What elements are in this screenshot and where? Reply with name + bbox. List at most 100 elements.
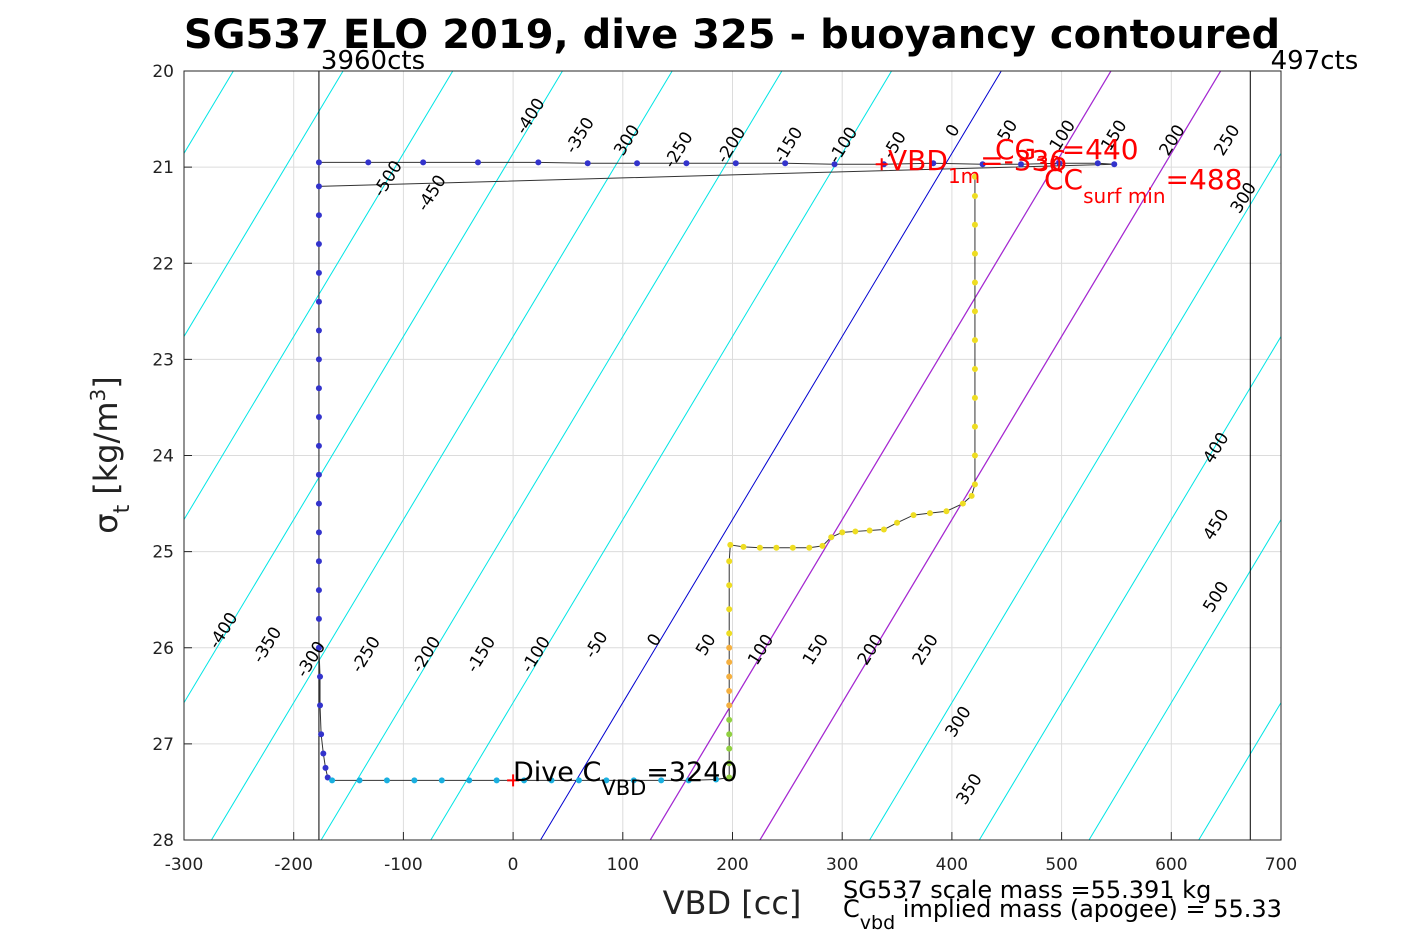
data-point bbox=[315, 587, 322, 594]
data-point bbox=[315, 183, 322, 190]
x-tick-label: 700 bbox=[1265, 855, 1297, 875]
y-axis-label-unit: [kg/m bbox=[87, 402, 125, 495]
x-tick-label: 100 bbox=[607, 855, 639, 875]
x-tick-label: 400 bbox=[936, 855, 968, 875]
contour-label: -300 bbox=[293, 638, 330, 681]
x-tick-label: -100 bbox=[384, 855, 423, 875]
data-point bbox=[979, 161, 986, 168]
buoyancy-contour-line bbox=[430, 71, 892, 840]
contour-label: 200 bbox=[854, 631, 888, 669]
data-point bbox=[315, 471, 322, 478]
y-tick-label: 20 bbox=[152, 62, 174, 82]
implied-mass-footnote: Cvbd implied mass (apogee) = 55.33 bbox=[843, 895, 1282, 934]
data-point bbox=[575, 777, 582, 784]
y-tick-label: 24 bbox=[152, 447, 174, 467]
data-point bbox=[971, 394, 978, 401]
data-point bbox=[315, 529, 322, 536]
data-point bbox=[315, 414, 322, 421]
contour-label: 300 bbox=[942, 703, 976, 741]
data-point bbox=[726, 745, 733, 752]
data-point bbox=[959, 500, 966, 507]
y-tick-label: 23 bbox=[152, 350, 174, 370]
x-tick-label: 600 bbox=[1155, 855, 1187, 875]
data-point bbox=[971, 423, 978, 430]
vbd1m-value: =-336 bbox=[980, 144, 1067, 177]
data-point bbox=[726, 582, 733, 589]
buoyancy-contour-line bbox=[320, 71, 783, 840]
data-point bbox=[315, 615, 322, 622]
data-point bbox=[365, 159, 372, 166]
data-point bbox=[930, 160, 937, 167]
data-point bbox=[315, 442, 322, 449]
data-point bbox=[971, 279, 978, 286]
contour-label: -250 bbox=[348, 633, 385, 676]
contour-label: -150 bbox=[770, 124, 807, 167]
cg-contour-line bbox=[759, 71, 1222, 840]
data-point bbox=[584, 160, 591, 167]
data-point bbox=[315, 269, 322, 276]
x-tick-label: 0 bbox=[508, 855, 519, 875]
data-point bbox=[726, 716, 733, 723]
data-point bbox=[756, 544, 763, 551]
data-point bbox=[315, 644, 322, 651]
data-point bbox=[726, 558, 733, 565]
data-point bbox=[713, 776, 720, 783]
data-point bbox=[968, 492, 975, 499]
y-axis-label: σt [kg/m3] bbox=[86, 376, 135, 533]
contour-label: 350 bbox=[953, 770, 987, 808]
contour-label: 100 bbox=[744, 631, 778, 669]
contour-label: 450 bbox=[1199, 506, 1233, 544]
buoyancy-contours bbox=[0, 71, 1281, 840]
data-point bbox=[726, 659, 733, 666]
cc-surf-min-annotation: CCsurf min=488 bbox=[1044, 163, 1242, 208]
data-point bbox=[317, 702, 324, 709]
contour-label: -100 bbox=[518, 633, 555, 676]
data-point bbox=[971, 365, 978, 372]
data-point bbox=[880, 526, 887, 533]
data-point bbox=[383, 777, 390, 784]
y-tick-label: 22 bbox=[152, 254, 174, 274]
vbd1m-sub: 1m bbox=[948, 164, 980, 188]
contour-label: 200 bbox=[1155, 121, 1189, 159]
data-point bbox=[789, 544, 796, 551]
data-point bbox=[971, 192, 978, 199]
data-point bbox=[943, 508, 950, 515]
y-axis-label-symbol: σ bbox=[87, 513, 125, 533]
data-point bbox=[726, 688, 733, 695]
data-point bbox=[852, 528, 859, 535]
cc-surf-main: CC bbox=[1044, 163, 1083, 196]
data-point bbox=[831, 161, 838, 168]
buoyancy-contour-line bbox=[0, 71, 14, 840]
data-point bbox=[806, 544, 813, 551]
x-tick-label: 300 bbox=[826, 855, 858, 875]
data-point bbox=[726, 760, 733, 767]
data-point bbox=[726, 731, 733, 738]
data-point bbox=[658, 777, 665, 784]
chart-title: SG537 ELO 2019, dive 325 - buoyancy cont… bbox=[184, 12, 1280, 58]
data-point bbox=[315, 356, 322, 363]
implied-mass-main: C bbox=[843, 895, 860, 923]
data-point bbox=[493, 777, 500, 784]
data-point bbox=[317, 673, 324, 680]
data-point bbox=[315, 212, 322, 219]
data-point bbox=[521, 777, 528, 784]
contour-label: -50 bbox=[581, 628, 613, 662]
x-tick-label: -300 bbox=[165, 855, 204, 875]
data-point bbox=[634, 160, 641, 167]
cg30-annotation: CG30=440 bbox=[995, 133, 1139, 176]
y-tick-label: 25 bbox=[152, 543, 174, 563]
cg30-sub: 30 bbox=[1036, 152, 1061, 176]
data-point bbox=[839, 529, 846, 536]
contour-label: -250 bbox=[660, 128, 697, 171]
data-point bbox=[1094, 160, 1101, 167]
data-point bbox=[322, 764, 329, 771]
cc-surf-sub: surf min bbox=[1083, 184, 1165, 208]
contour-label: -350 bbox=[561, 114, 598, 157]
contour-label: -450 bbox=[413, 172, 450, 215]
data-point bbox=[535, 159, 542, 166]
data-point bbox=[315, 298, 322, 305]
buoyancy-contour-line bbox=[1088, 518, 1281, 840]
data-point bbox=[828, 534, 835, 541]
data-point bbox=[466, 777, 473, 784]
buoyancy-contour-line bbox=[540, 71, 1002, 840]
